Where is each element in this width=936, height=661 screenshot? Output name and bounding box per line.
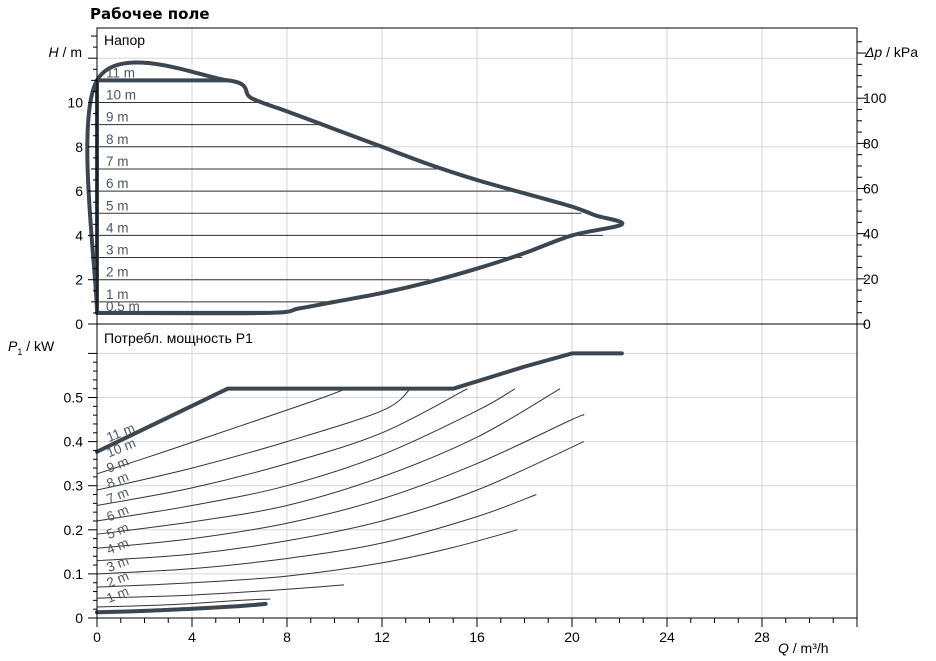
power-curve (96, 388, 411, 491)
labels: 11 m 10 m 9 m 8 m 7 m 6 m 5 m 4 m 3 m 2 m 1 m0.5 m… (8, 32, 918, 656)
power-curve-label: 6 m (104, 502, 130, 524)
speed-line-label: 9 m (106, 110, 129, 125)
power-curve (96, 414, 585, 549)
power-curve (96, 388, 468, 506)
dp-axis-label: Δp / kPa (864, 44, 918, 60)
tick-label-dp: 80 (863, 135, 879, 151)
tick-label-dp: 60 (863, 181, 879, 197)
speed-line-label: 8 m (106, 132, 129, 147)
tick-label-x: 0 (93, 629, 101, 645)
power-curve (96, 598, 271, 608)
speed-line-label: 2 m (106, 265, 129, 280)
speed-line-label: 0.5 m (106, 299, 140, 314)
power-curve (96, 441, 585, 562)
tick-label-dp: 100 (863, 90, 887, 106)
frame (88, 27, 866, 627)
speed-line-label: 7 m (106, 154, 129, 169)
tick-label-dp: 40 (863, 226, 879, 242)
speed-line-label: 11 m (106, 65, 135, 80)
tick-label-x: 16 (469, 629, 485, 645)
tick-label-h: 0 (75, 316, 83, 332)
tick-label-dp: 0 (863, 316, 871, 332)
power-panel-label: Потребл. мощность P1 (104, 330, 253, 346)
tick-label-p: 0.4 (64, 434, 84, 450)
head-panel-label: Напор (104, 32, 145, 48)
head-axis-label: H / m (49, 44, 82, 60)
tick-label-x: 20 (564, 629, 580, 645)
speed-line-label: 5 m (106, 198, 129, 213)
tick-label-p: 0.5 (64, 390, 84, 406)
flow-axis-label: Q / m³/h (778, 640, 829, 656)
power-curve (96, 388, 516, 522)
speed-line-label: 3 m (106, 243, 129, 258)
head-envelope (85, 60, 625, 316)
power-axis-label: P1 / kW (8, 338, 55, 357)
power-curve (96, 388, 347, 475)
speed-line-label: 10 m (106, 88, 136, 103)
speed-line-label: 1 m (106, 287, 129, 302)
tick-label-x: 4 (188, 629, 196, 645)
tick-label-h: 6 (75, 183, 83, 199)
power-min-curve (95, 601, 268, 615)
power-max-curve (95, 351, 624, 454)
tick-label-h: 10 (67, 95, 83, 111)
tick-label-x: 8 (283, 629, 291, 645)
chart-title: Рабочее поле (90, 5, 210, 23)
tick-label-p: 0.2 (64, 522, 84, 538)
tick-label-p: 0.1 (64, 566, 84, 582)
speed-line-label: 6 m (106, 176, 129, 191)
power-curve (96, 388, 561, 535)
tick-label-x: 28 (754, 629, 770, 645)
power-curve (96, 494, 537, 575)
tick-label-h: 8 (75, 139, 83, 155)
power-curve (96, 529, 518, 588)
speed-line-label: 4 m (106, 220, 129, 235)
tick-label-dp: 20 (863, 271, 879, 287)
grid (97, 28, 857, 618)
tick-label-p: 0.3 (64, 478, 84, 494)
power-curve (96, 584, 345, 599)
tick-label-x: 24 (659, 629, 675, 645)
tick-label-h: 4 (75, 227, 83, 243)
tick-label-h: 2 (75, 272, 83, 288)
tick-label-x: 12 (374, 629, 390, 645)
tick-label-p: 0 (75, 610, 83, 626)
